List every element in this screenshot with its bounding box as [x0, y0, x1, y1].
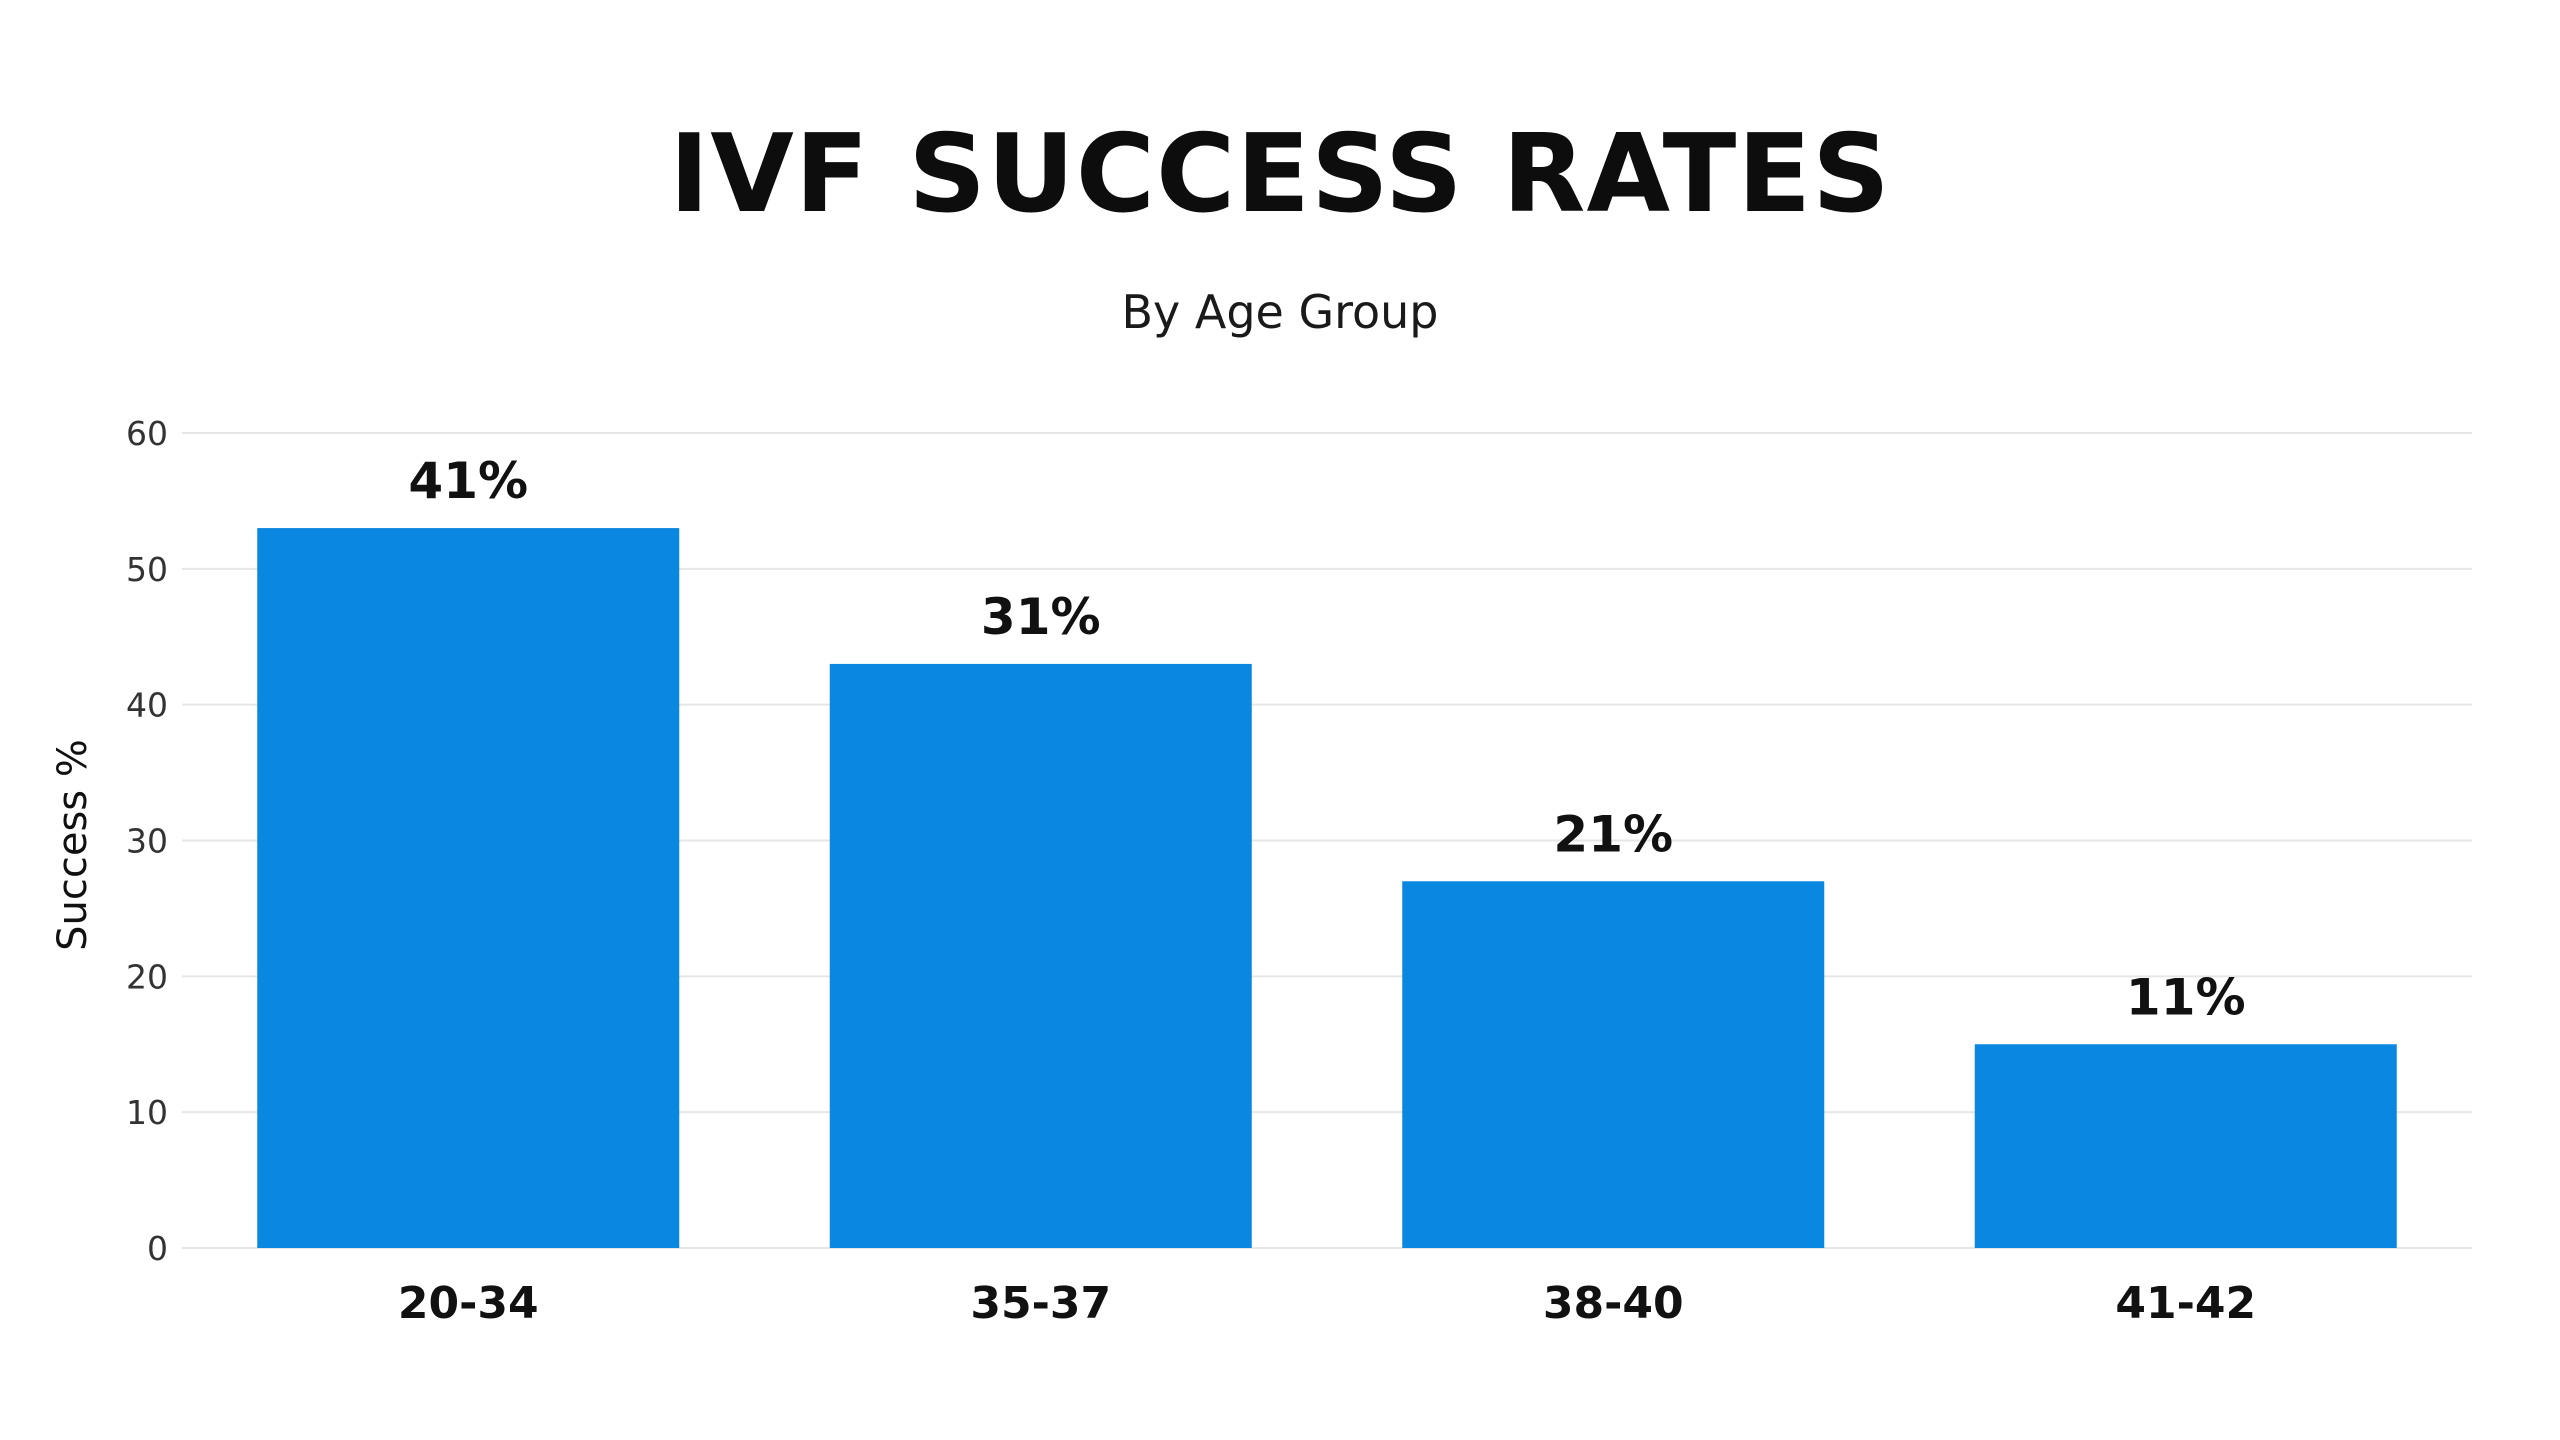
y-tick-label: 40 — [126, 686, 168, 725]
data-label-38-40: 21% — [1553, 805, 1673, 863]
bar-38-40 — [1402, 881, 1825, 1248]
chart-subtitle: By Age Group — [1121, 285, 1439, 339]
y-tick-label: 0 — [147, 1229, 168, 1268]
bar-35-37 — [829, 663, 1252, 1248]
y-axis-title: Success % — [50, 739, 96, 951]
chart-title: IVF SUCCESS RATES — [669, 112, 1891, 237]
y-tick-label: 30 — [126, 822, 168, 861]
y-axis-ticks: 0 10 20 30 40 50 60 — [126, 414, 168, 1268]
category-label-35-37: 35-37 — [970, 1278, 1111, 1329]
bar-41-42 — [1974, 1044, 2397, 1248]
category-label-38-40: 38-40 — [1543, 1278, 1684, 1329]
y-tick-label: 10 — [126, 1093, 168, 1132]
data-label-20-34: 41% — [408, 452, 528, 510]
bars — [257, 528, 2397, 1248]
y-tick-label: 60 — [126, 414, 168, 453]
data-label-35-37: 31% — [981, 588, 1101, 646]
category-label-41-42: 41-42 — [2115, 1278, 2256, 1329]
bar-20-34 — [257, 528, 680, 1248]
x-axis-categories: 20-34 35-37 38-40 41-42 — [398, 1278, 2256, 1329]
data-labels: 41% 31% 21% 11% — [408, 452, 2245, 1026]
y-tick-label: 20 — [126, 957, 168, 996]
data-label-41-42: 11% — [2126, 968, 2246, 1026]
category-label-20-34: 20-34 — [398, 1278, 539, 1329]
y-tick-label: 50 — [126, 550, 168, 589]
